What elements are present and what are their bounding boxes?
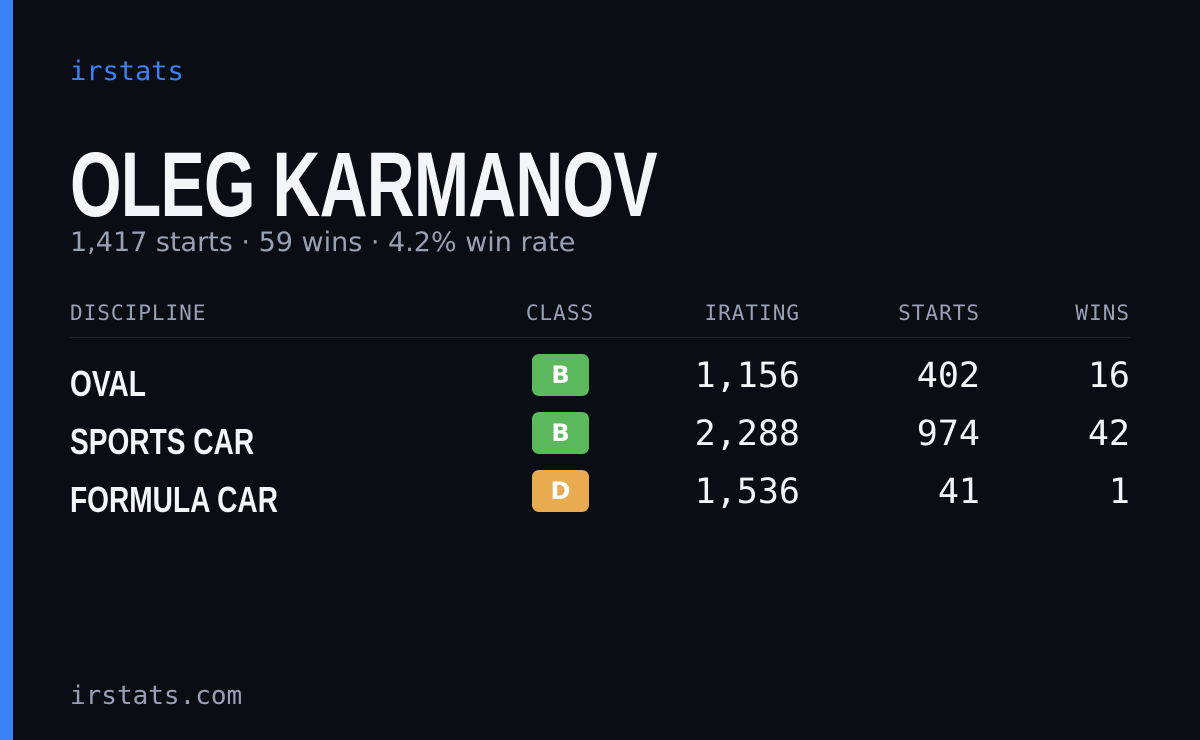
starts: 974 <box>916 414 980 454</box>
discipline: FORMULA CAR <box>70 479 278 520</box>
discipline: SPORTS CAR <box>70 421 255 462</box>
divider <box>70 337 1130 338</box>
class-badge: B <box>532 354 589 396</box>
wins: 16 <box>1087 356 1130 396</box>
discipline: OVAL <box>70 363 146 404</box>
accent-bar <box>0 0 13 740</box>
column-header: CLASS <box>525 301 595 325</box>
driver-name: OLEG KARMANOV <box>70 134 658 236</box>
irating: 1,156 <box>694 356 800 396</box>
irating: 2,288 <box>694 414 800 454</box>
column-header: STARTS <box>898 301 980 325</box>
starts: 41 <box>937 472 980 512</box>
summary: 1,417 starts · 59 wins · 4.2% win rate <box>70 227 576 258</box>
column-header: WINS <box>1075 301 1130 325</box>
wins: 42 <box>1087 414 1130 454</box>
brand: irstats <box>70 56 184 87</box>
class-badge: B <box>532 412 589 454</box>
irating: 1,536 <box>694 472 800 512</box>
starts: 402 <box>916 356 980 396</box>
footer: irstats.com <box>70 681 243 711</box>
class-badge: D <box>532 470 589 512</box>
column-header: IRATING <box>704 301 800 325</box>
wins: 1 <box>1108 472 1130 512</box>
column-header: DISCIPLINE <box>70 301 207 325</box>
